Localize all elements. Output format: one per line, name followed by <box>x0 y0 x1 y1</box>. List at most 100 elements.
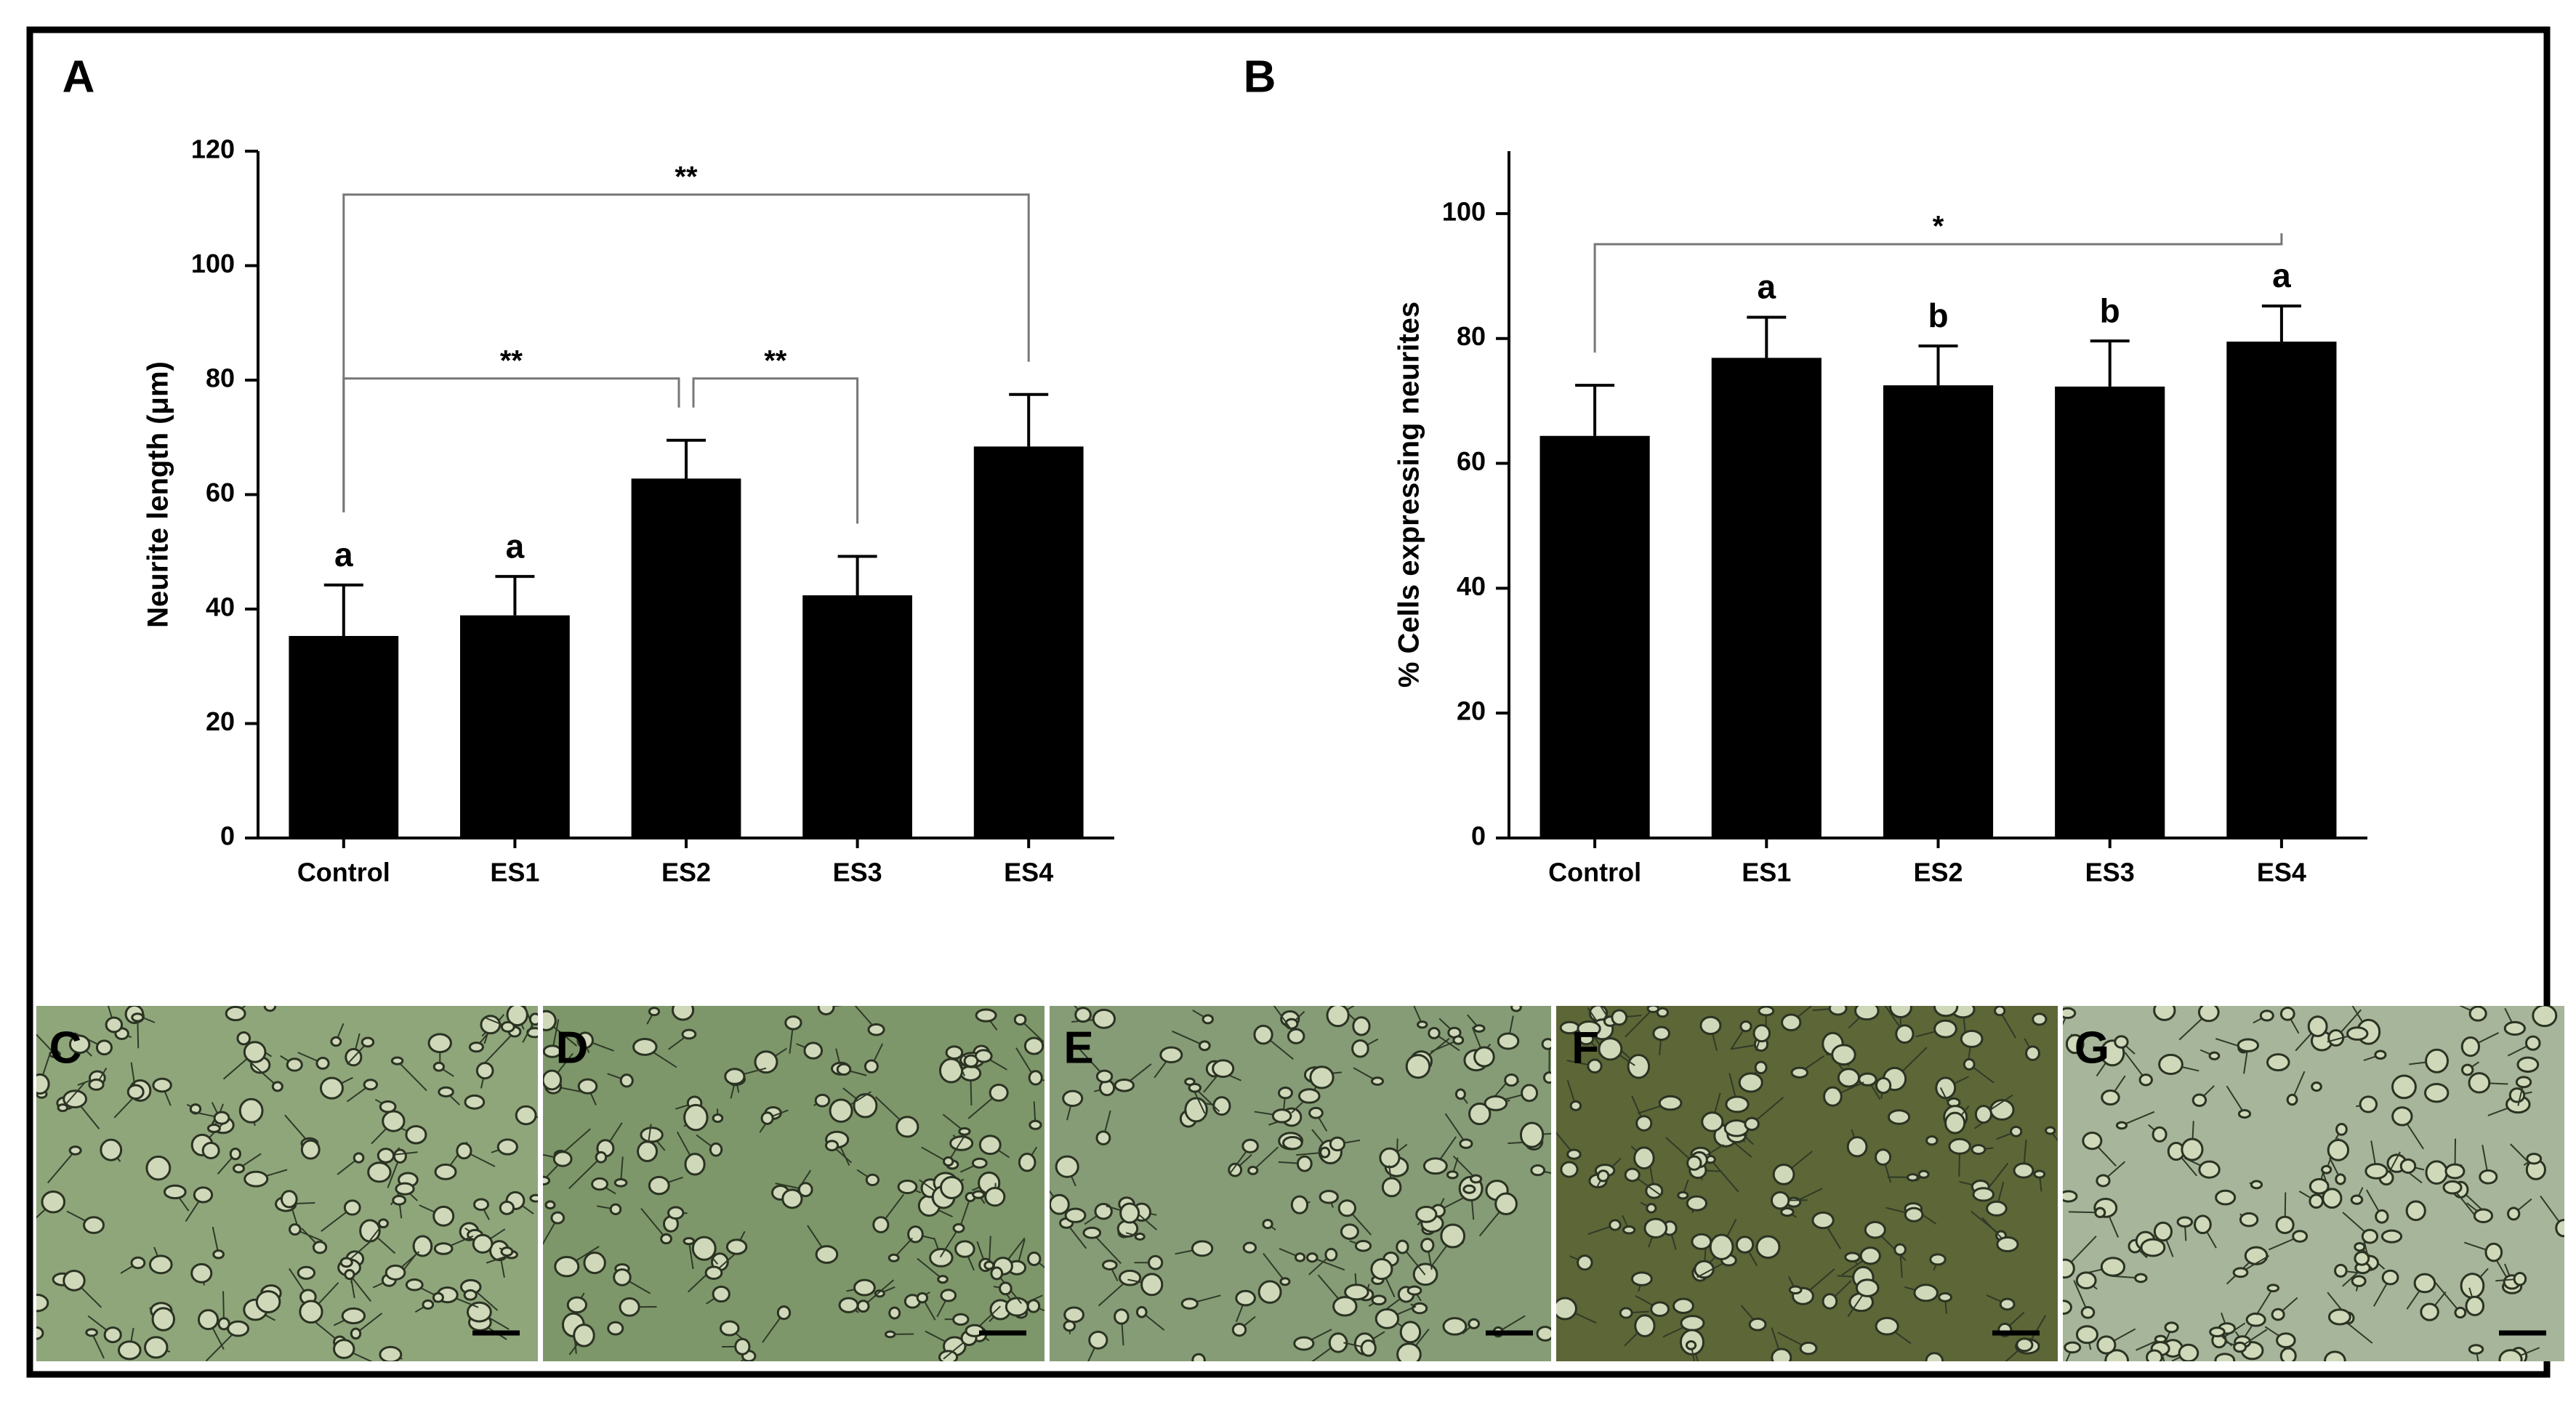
cell <box>1306 1252 1319 1263</box>
cell <box>243 1041 267 1063</box>
group-letter: b <box>1928 297 1948 334</box>
cell <box>1933 1019 1957 1039</box>
cell <box>1026 1299 1041 1313</box>
cell <box>1960 1029 1984 1048</box>
neurite <box>483 1031 515 1064</box>
cell <box>2381 1269 2399 1286</box>
cell <box>152 1077 172 1093</box>
micrograph-background <box>36 1006 538 1361</box>
neurite <box>1194 1087 1220 1113</box>
cell <box>1578 1032 1595 1046</box>
cell <box>2244 1246 2269 1265</box>
cell <box>1739 1020 1752 1033</box>
cell <box>1844 1252 1861 1262</box>
cell <box>1452 1035 1465 1045</box>
cell <box>2309 1177 2330 1195</box>
cell <box>456 1142 472 1160</box>
cell <box>619 1073 634 1088</box>
cell <box>385 1264 406 1281</box>
cell <box>105 1016 124 1034</box>
cell <box>971 1157 988 1169</box>
neurite <box>2121 1111 2155 1127</box>
cell <box>978 1135 1002 1156</box>
cell <box>1064 1207 1087 1223</box>
cell <box>2164 1321 2179 1334</box>
x-tick-label: ES3 <box>833 858 882 887</box>
cell <box>433 1242 454 1255</box>
cell <box>1633 1146 1655 1170</box>
cell <box>943 1156 954 1167</box>
cell <box>2233 1341 2247 1353</box>
cell <box>1646 1203 1657 1214</box>
cell <box>480 1015 502 1035</box>
cell <box>1381 1177 1402 1198</box>
cell <box>238 1097 264 1124</box>
cell <box>984 1187 1006 1207</box>
neurite <box>2226 1085 2245 1115</box>
cell <box>2391 1074 2417 1100</box>
y-tick-label: 100 <box>191 249 235 278</box>
cell <box>130 1256 146 1270</box>
cell <box>353 1152 365 1164</box>
cell <box>382 1110 406 1132</box>
micrograph-label: E <box>1063 1023 1093 1073</box>
cell <box>1874 1148 1892 1166</box>
cell <box>983 1260 995 1270</box>
cell <box>1399 1321 1422 1344</box>
cell <box>2335 1173 2346 1185</box>
comparison-bracket <box>692 377 859 524</box>
cell <box>709 1142 723 1157</box>
micrograph: F <box>1556 1006 2058 1361</box>
cell <box>212 1249 225 1260</box>
cell <box>1635 1115 1653 1132</box>
cell <box>2309 1193 2324 1209</box>
cell <box>2465 1295 2485 1316</box>
neurite <box>959 1196 971 1228</box>
cell <box>660 1233 673 1245</box>
cell <box>712 1285 730 1303</box>
cell <box>836 1063 852 1076</box>
cell <box>1619 1307 1633 1319</box>
cell <box>472 1233 494 1254</box>
micrograph-label: C <box>49 1023 82 1073</box>
cell <box>2516 1056 2540 1073</box>
neurite <box>560 1128 591 1156</box>
cell <box>2146 1349 2163 1361</box>
cell <box>1895 1024 1915 1044</box>
neurite <box>247 1059 278 1087</box>
cell <box>609 1203 622 1216</box>
cell <box>888 1306 901 1320</box>
cell <box>637 1140 659 1162</box>
cell <box>1587 1058 1603 1074</box>
cell <box>1904 1206 1924 1222</box>
neurite <box>2434 1281 2461 1313</box>
cell <box>1754 1060 1768 1075</box>
cell <box>289 1223 302 1236</box>
cell <box>363 1079 379 1091</box>
cell <box>1913 1284 1939 1302</box>
cell <box>1412 1302 1428 1315</box>
cell <box>1462 1184 1476 1194</box>
cell <box>1018 1153 1037 1172</box>
cell <box>2276 1332 2296 1349</box>
cell <box>2468 1072 2491 1094</box>
cell <box>2275 1215 2295 1234</box>
cell <box>2063 1190 2078 1203</box>
error-bar <box>1575 384 1615 436</box>
cell <box>1889 1006 1912 1018</box>
cell <box>2460 1273 2485 1299</box>
cell <box>392 1195 407 1206</box>
cell <box>543 1044 562 1058</box>
cell <box>528 1012 538 1026</box>
y-tick-label: 40 <box>1457 571 1486 601</box>
cell <box>1370 1258 1393 1281</box>
cell <box>2114 1035 2129 1049</box>
cell <box>36 1326 44 1340</box>
cell <box>341 1307 366 1325</box>
bar <box>2226 342 2337 839</box>
cell <box>100 1138 123 1161</box>
cell <box>1332 1296 1358 1317</box>
error-bar <box>1009 392 1049 447</box>
cell <box>312 1241 328 1254</box>
cell <box>648 1175 670 1196</box>
